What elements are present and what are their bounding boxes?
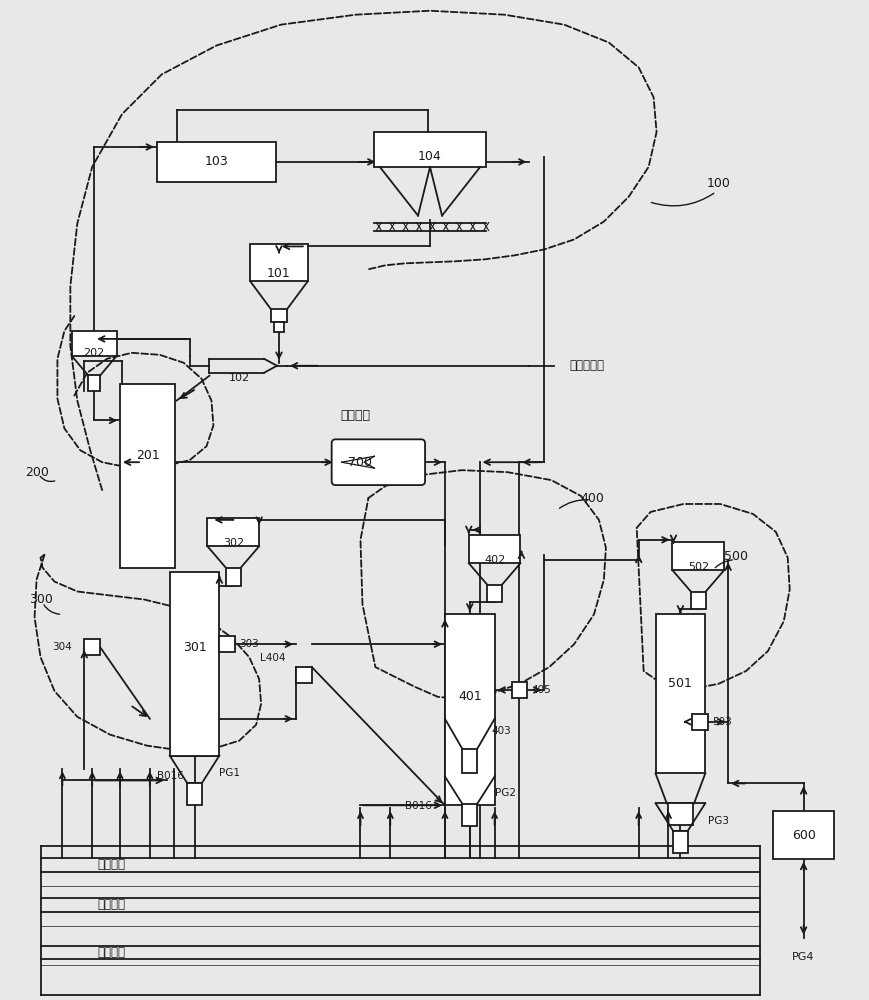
- Text: 103: 103: [204, 155, 229, 168]
- Text: 102: 102: [229, 373, 249, 383]
- Bar: [691, 592, 706, 609]
- Text: 氢气总管: 氢气总管: [97, 898, 125, 911]
- Bar: [468, 535, 521, 563]
- Text: 502: 502: [687, 562, 709, 572]
- Text: 202: 202: [83, 348, 105, 358]
- Bar: [271, 309, 287, 322]
- Bar: [512, 682, 527, 698]
- Text: PG3: PG3: [708, 816, 729, 826]
- Bar: [120, 384, 175, 568]
- Bar: [462, 749, 477, 773]
- FancyBboxPatch shape: [332, 439, 425, 485]
- Text: 303: 303: [239, 639, 259, 649]
- Text: 301: 301: [182, 641, 207, 654]
- Bar: [488, 585, 501, 602]
- Text: 氮气总管: 氮气总管: [97, 946, 125, 959]
- Bar: [773, 811, 834, 859]
- Bar: [445, 614, 494, 805]
- Text: 304: 304: [53, 642, 72, 652]
- Bar: [208, 518, 259, 546]
- Text: 接氮气总管: 接氮气总管: [569, 359, 604, 372]
- Bar: [250, 244, 308, 281]
- Text: 煤气总管: 煤气总管: [341, 409, 370, 422]
- Text: B016: B016: [405, 801, 432, 811]
- Text: 100: 100: [706, 177, 730, 190]
- Text: 402: 402: [484, 555, 505, 565]
- Text: B016: B016: [156, 771, 183, 781]
- Bar: [673, 831, 688, 853]
- Bar: [226, 568, 241, 586]
- Bar: [295, 667, 312, 683]
- Text: 201: 201: [136, 449, 160, 462]
- Bar: [375, 132, 486, 167]
- Text: 501: 501: [668, 677, 693, 690]
- Bar: [462, 804, 477, 826]
- Text: PG1: PG1: [219, 768, 241, 778]
- Bar: [693, 714, 708, 730]
- Text: 600: 600: [792, 829, 816, 842]
- Text: 403: 403: [492, 726, 511, 736]
- Text: 400: 400: [580, 492, 604, 505]
- Bar: [655, 614, 706, 773]
- Bar: [673, 542, 724, 570]
- Text: 300: 300: [29, 593, 52, 606]
- Bar: [187, 783, 202, 805]
- Bar: [274, 322, 284, 332]
- Text: 500: 500: [724, 550, 748, 563]
- Bar: [156, 142, 276, 182]
- Text: PG2: PG2: [494, 788, 515, 798]
- Bar: [667, 803, 693, 825]
- Bar: [84, 639, 100, 655]
- Text: 104: 104: [418, 150, 442, 163]
- Bar: [88, 375, 101, 391]
- Text: 405: 405: [531, 685, 551, 695]
- Text: 101: 101: [267, 267, 291, 280]
- Text: L404: L404: [261, 653, 286, 663]
- Text: 401: 401: [458, 690, 481, 703]
- Text: 503: 503: [713, 717, 732, 727]
- Text: 700: 700: [348, 456, 373, 469]
- Bar: [169, 572, 219, 756]
- Bar: [72, 331, 116, 356]
- Text: PG4: PG4: [793, 952, 815, 962]
- Text: 200: 200: [25, 466, 50, 479]
- Text: 302: 302: [222, 538, 244, 548]
- Bar: [219, 636, 235, 652]
- Text: 空气总管: 空气总管: [97, 858, 125, 871]
